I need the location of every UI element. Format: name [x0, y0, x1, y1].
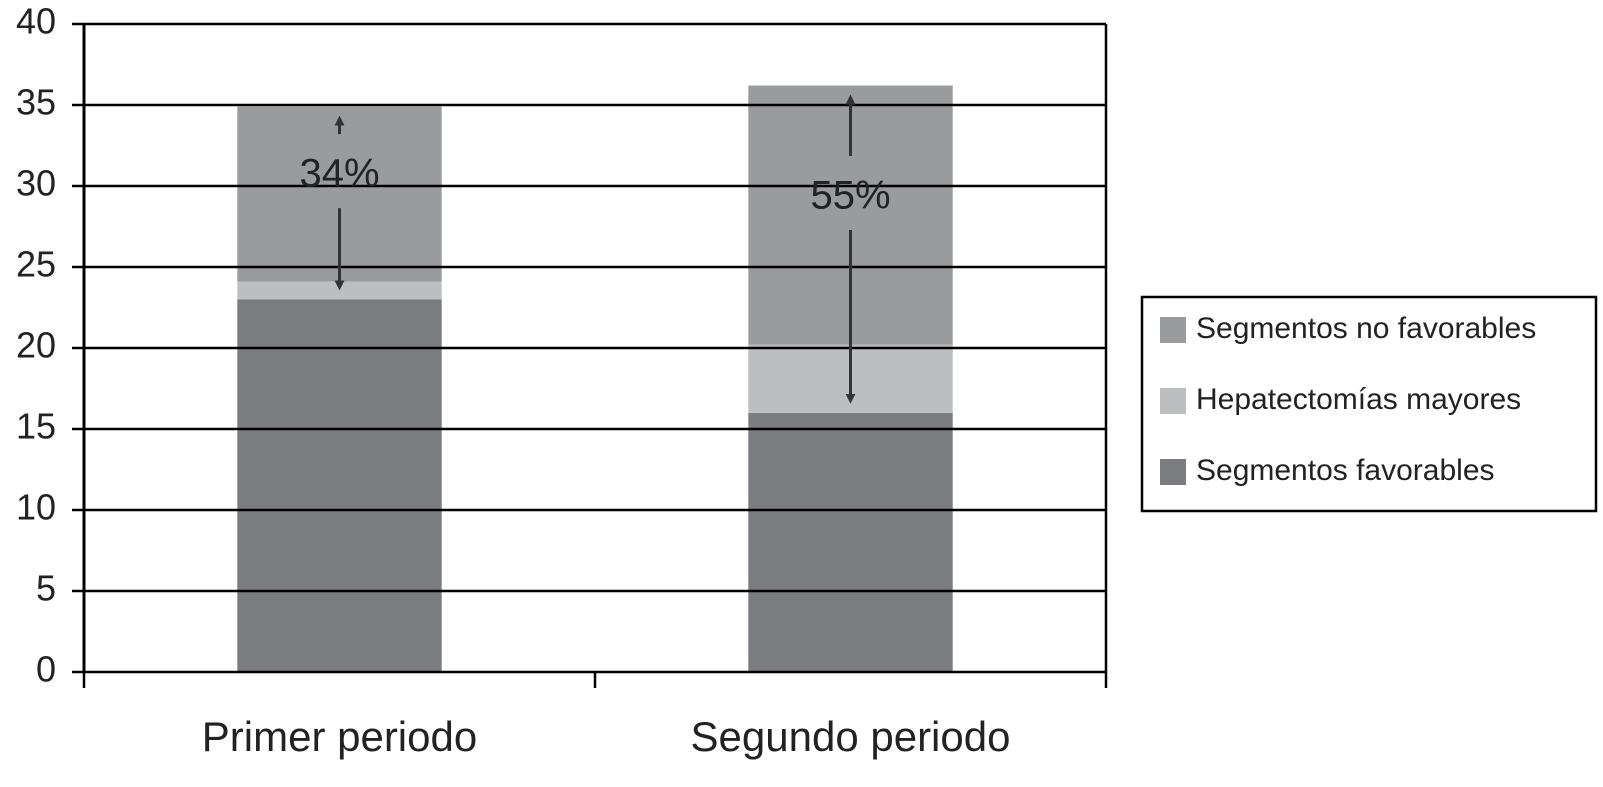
y-tick-label: 5 — [36, 568, 56, 609]
legend-swatch — [1160, 388, 1186, 414]
legend-swatch — [1160, 459, 1186, 485]
legend-label: Segmentos favorables — [1196, 454, 1495, 487]
x-tick-label: Segundo periodo — [691, 713, 1011, 760]
annotation: 34% — [299, 152, 379, 196]
legend-label: Segmentos no favorables — [1196, 312, 1536, 345]
y-tick-label: 15 — [16, 406, 56, 447]
legend-box — [1140, 295, 1598, 513]
y-tick-label: 20 — [16, 325, 56, 366]
bar-segment — [237, 281, 442, 300]
bar-segment — [237, 299, 442, 672]
annotation: 55% — [810, 174, 890, 218]
legend-label: Hepatectomías mayores — [1196, 383, 1521, 416]
y-tick-label: 30 — [16, 163, 56, 204]
y-tick-label: 25 — [16, 244, 56, 285]
x-tick-label: Primer periodo — [202, 713, 477, 760]
y-tick-label: 0 — [36, 649, 56, 690]
legend-swatch — [1160, 317, 1186, 343]
y-tick-label: 35 — [16, 82, 56, 123]
y-tick-label: 10 — [16, 487, 56, 528]
bar-segment — [748, 412, 953, 672]
y-tick-label: 40 — [16, 1, 56, 42]
